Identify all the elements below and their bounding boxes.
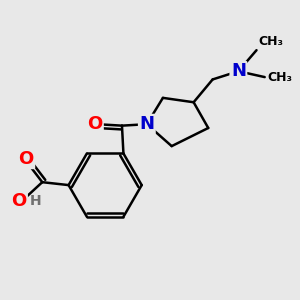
Text: N: N (139, 115, 154, 133)
Text: H: H (30, 194, 41, 208)
Text: CH₃: CH₃ (267, 70, 292, 84)
Text: CH₃: CH₃ (259, 35, 284, 48)
Text: O: O (87, 115, 102, 133)
Text: N: N (231, 62, 246, 80)
Text: O: O (19, 150, 34, 168)
Text: O: O (11, 192, 26, 210)
